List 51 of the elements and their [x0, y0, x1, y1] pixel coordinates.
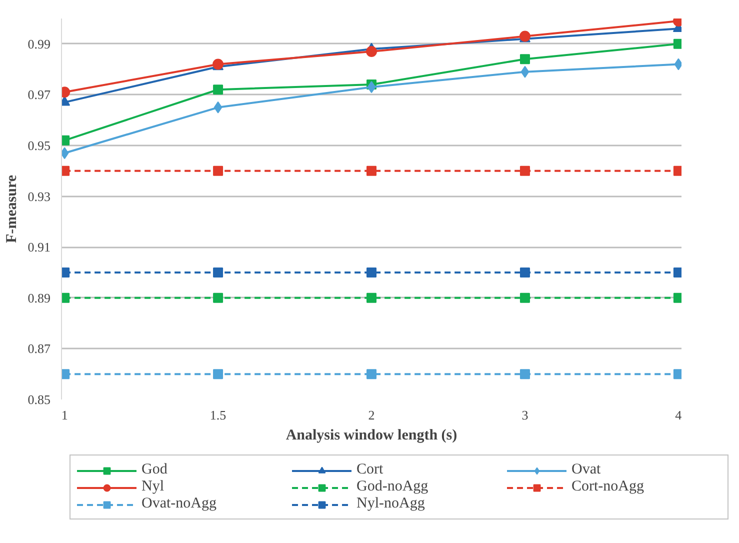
point: [520, 292, 530, 303]
point: [520, 369, 530, 380]
point: [62, 135, 70, 146]
point: [367, 81, 376, 94]
point: [673, 268, 682, 278]
point: [214, 101, 222, 114]
y-tick-label: 0.89: [28, 290, 50, 306]
point: [213, 369, 224, 380]
y-tick-label: 0.93: [28, 188, 50, 204]
y-tick-label: 0.85: [28, 392, 50, 407]
point: [520, 268, 530, 278]
legend-label: Nyl: [142, 478, 165, 496]
x-tick-label: 3: [522, 408, 528, 422]
y-tick-label: 0.99: [28, 36, 50, 52]
x-axis-title: Analysis window length (s): [286, 428, 458, 444]
legend-label: God: [142, 462, 168, 478]
legend-label: God-noAgg: [356, 478, 430, 496]
legend-label: Ovat-noAgg: [142, 496, 218, 512]
legend-label: Nyl-noAgg: [356, 496, 426, 512]
y-tick-label: 0.95: [28, 138, 50, 153]
point: [366, 292, 376, 303]
point: [520, 54, 530, 64]
point: [366, 166, 376, 176]
point: [520, 66, 530, 78]
point: [673, 369, 682, 380]
point: [366, 46, 377, 58]
legend-label: Cort: [356, 462, 384, 478]
point: [213, 268, 224, 278]
point: [366, 268, 376, 278]
y-tick-label: 0.97: [28, 87, 51, 102]
point: [213, 292, 224, 303]
point: [520, 166, 530, 176]
point: [62, 369, 70, 380]
y-axis-title: F-measure: [4, 174, 20, 244]
point: [673, 292, 682, 303]
point: [673, 38, 682, 49]
x-tick-label: 1.5: [210, 408, 226, 422]
legend-label: Ovat: [572, 462, 602, 478]
point: [62, 166, 70, 176]
y-tick-label: 0.91: [28, 240, 50, 255]
x-tick-label: 2: [368, 408, 375, 422]
point: [673, 166, 682, 176]
y-tick-label: 0.87: [28, 341, 51, 356]
legend-label: Cort-noAgg: [572, 478, 645, 496]
x-tick-label: 4: [675, 408, 682, 422]
point: [213, 84, 224, 95]
point: [213, 166, 224, 176]
x-tick-label: 1: [61, 408, 68, 422]
point: [366, 369, 376, 380]
point: [62, 268, 70, 278]
point: [62, 292, 70, 303]
